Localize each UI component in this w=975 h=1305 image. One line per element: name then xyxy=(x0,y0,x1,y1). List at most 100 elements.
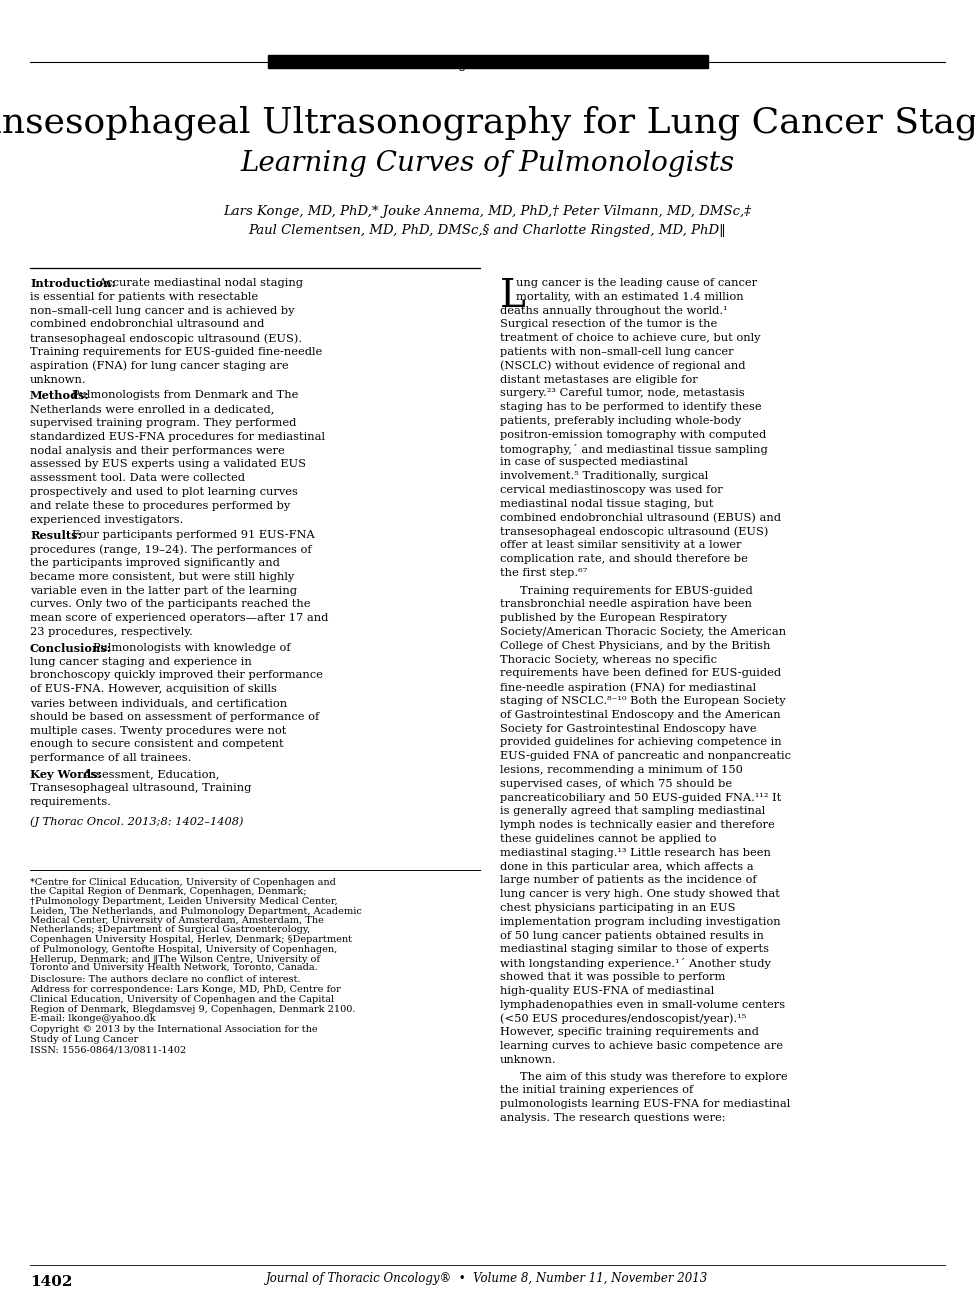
Text: deaths annually throughout the world.¹: deaths annually throughout the world.¹ xyxy=(500,305,727,316)
Text: surgery.²³ Careful tumor, node, metastasis: surgery.²³ Careful tumor, node, metastas… xyxy=(500,389,745,398)
Text: Conclusions:: Conclusions: xyxy=(30,643,112,654)
Text: requirements have been defined for EUS-guided: requirements have been defined for EUS-g… xyxy=(500,668,781,679)
Text: Introduction:: Introduction: xyxy=(30,278,116,288)
Text: assessed by EUS experts using a validated EUS: assessed by EUS experts using a validate… xyxy=(30,459,306,470)
Text: supervised training program. They performed: supervised training program. They perfor… xyxy=(30,418,296,428)
Text: showed that it was possible to perform: showed that it was possible to perform xyxy=(500,972,725,981)
Text: Region of Denmark, Blegdamsvej 9, Copenhagen, Denmark 2100.: Region of Denmark, Blegdamsvej 9, Copenh… xyxy=(30,1005,356,1014)
Text: the first step.⁶⁷: the first step.⁶⁷ xyxy=(500,568,587,578)
Text: 1402: 1402 xyxy=(30,1275,72,1289)
Text: Netherlands were enrolled in a dedicated,: Netherlands were enrolled in a dedicated… xyxy=(30,405,274,414)
Text: aspiration (FNA) for lung cancer staging are: aspiration (FNA) for lung cancer staging… xyxy=(30,360,289,372)
Text: patients with non–small-cell lung cancer: patients with non–small-cell lung cancer xyxy=(500,347,733,358)
Text: fine-needle aspiration (FNA) for mediastinal: fine-needle aspiration (FNA) for mediast… xyxy=(500,683,757,693)
Text: Society/American Thoracic Society, the American: Society/American Thoracic Society, the A… xyxy=(500,626,786,637)
Text: Transesophageal Ultrasonography for Lung Cancer Staging: Transesophageal Ultrasonography for Lung… xyxy=(0,104,975,140)
Text: Training requirements for EUS-guided fine-needle: Training requirements for EUS-guided fin… xyxy=(30,347,323,358)
Text: pancreaticobiliary and 50 EUS-guided FNA.¹¹² It: pancreaticobiliary and 50 EUS-guided FNA… xyxy=(500,792,781,803)
Text: lesions, recommending a minimum of 150: lesions, recommending a minimum of 150 xyxy=(500,765,743,775)
Text: bronchoscopy quickly improved their performance: bronchoscopy quickly improved their perf… xyxy=(30,671,323,680)
Text: Assessment, Education,: Assessment, Education, xyxy=(83,769,220,779)
Text: Disclosure: The authors declare no conflict of interest.: Disclosure: The authors declare no confl… xyxy=(30,975,300,984)
Text: standardized EUS-FNA procedures for mediastinal: standardized EUS-FNA procedures for medi… xyxy=(30,432,325,442)
Text: these guidelines cannot be applied to: these guidelines cannot be applied to xyxy=(500,834,717,844)
Text: the participants improved significantly and: the participants improved significantly … xyxy=(30,559,280,568)
Text: requirements.: requirements. xyxy=(30,796,112,806)
Text: lymph nodes is technically easier and therefore: lymph nodes is technically easier and th… xyxy=(500,821,775,830)
Text: cervical mediastinoscopy was used for: cervical mediastinoscopy was used for xyxy=(500,485,722,495)
Text: Address for correspondence: Lars Konge, MD, PhD, Centre for: Address for correspondence: Lars Konge, … xyxy=(30,985,340,994)
Text: is essential for patients with resectable: is essential for patients with resectabl… xyxy=(30,292,258,301)
Text: 23 procedures, respectively.: 23 procedures, respectively. xyxy=(30,626,193,637)
Text: unknown.: unknown. xyxy=(500,1054,557,1065)
Text: staging has to be performed to identify these: staging has to be performed to identify … xyxy=(500,402,761,412)
Text: College of Chest Physicians, and by the British: College of Chest Physicians, and by the … xyxy=(500,641,770,651)
Text: in case of suspected mediastinal: in case of suspected mediastinal xyxy=(500,457,688,467)
Text: Original Article: Original Article xyxy=(438,57,536,70)
Text: Thoracic Society, whereas no specific: Thoracic Society, whereas no specific xyxy=(500,655,717,664)
Text: implementation program including investigation: implementation program including investi… xyxy=(500,917,781,927)
Text: Journal of Thoracic Oncology®  •  Volume 8, Number 11, November 2013: Journal of Thoracic Oncology® • Volume 8… xyxy=(266,1272,708,1285)
Text: supervised cases, of which 75 should be: supervised cases, of which 75 should be xyxy=(500,779,732,788)
Text: is generally agreed that sampling mediastinal: is generally agreed that sampling medias… xyxy=(500,806,765,817)
Text: Key Words:: Key Words: xyxy=(30,769,101,780)
Text: combined endobronchial ultrasound (EBUS) and: combined endobronchial ultrasound (EBUS)… xyxy=(500,513,781,523)
Text: experienced investigators.: experienced investigators. xyxy=(30,514,183,525)
Text: pulmonologists learning EUS-FNA for mediastinal: pulmonologists learning EUS-FNA for medi… xyxy=(500,1099,791,1109)
Text: Netherlands; ‡Department of Surgical Gastroenterology,: Netherlands; ‡Department of Surgical Gas… xyxy=(30,925,310,934)
Text: curves. Only two of the participants reached the: curves. Only two of the participants rea… xyxy=(30,599,310,609)
Text: Copenhagen University Hospital, Herlev, Denmark; §Department: Copenhagen University Hospital, Herlev, … xyxy=(30,934,352,944)
Text: performance of all trainees.: performance of all trainees. xyxy=(30,753,191,763)
Text: mediastinal nodal tissue staging, but: mediastinal nodal tissue staging, but xyxy=(500,499,714,509)
Text: variable even in the latter part of the learning: variable even in the latter part of the … xyxy=(30,586,297,595)
Text: distant metastases are eligible for: distant metastases are eligible for xyxy=(500,375,698,385)
Text: (NSCLC) without evidence of regional and: (NSCLC) without evidence of regional and xyxy=(500,360,746,372)
Text: done in this particular area, which affects a: done in this particular area, which affe… xyxy=(500,861,754,872)
Text: prospectively and used to plot learning curves: prospectively and used to plot learning … xyxy=(30,487,298,497)
Text: EUS-guided FNA of pancreatic and nonpancreatic: EUS-guided FNA of pancreatic and nonpanc… xyxy=(500,752,791,761)
Text: ISSN: 1556-0864/13/0811-1402: ISSN: 1556-0864/13/0811-1402 xyxy=(30,1045,186,1054)
Text: the Capital Region of Denmark, Copenhagen, Denmark;: the Capital Region of Denmark, Copenhage… xyxy=(30,887,306,897)
Text: L: L xyxy=(500,278,526,315)
Text: varies between individuals, and certification: varies between individuals, and certific… xyxy=(30,698,287,709)
Text: *Centre for Clinical Education, University of Copenhagen and: *Centre for Clinical Education, Universi… xyxy=(30,878,335,887)
Text: mediastinal staging similar to those of experts: mediastinal staging similar to those of … xyxy=(500,945,769,954)
Text: assessment tool. Data were collected: assessment tool. Data were collected xyxy=(30,474,245,483)
Text: lung cancer is very high. One study showed that: lung cancer is very high. One study show… xyxy=(500,889,780,899)
Text: Hellerup, Denmark; and ‖The Wilson Centre, University of: Hellerup, Denmark; and ‖The Wilson Centr… xyxy=(30,954,320,963)
Text: (<50 EUS procedures/endoscopist/year).¹⁵: (<50 EUS procedures/endoscopist/year).¹⁵ xyxy=(500,1014,747,1024)
Text: Toronto and University Health Network, Toronto, Canada.: Toronto and University Health Network, T… xyxy=(30,963,318,972)
Text: Clinical Education, University of Copenhagen and the Capital: Clinical Education, University of Copenh… xyxy=(30,994,334,1004)
Text: the initial training experiences of: the initial training experiences of xyxy=(500,1086,693,1095)
Text: Medical Center, University of Amsterdam, Amsterdam, The: Medical Center, University of Amsterdam,… xyxy=(30,916,324,925)
Text: nodal analysis and their performances were: nodal analysis and their performances we… xyxy=(30,445,285,455)
Text: mortality, with an estimated 1.4 million: mortality, with an estimated 1.4 million xyxy=(516,292,744,301)
Text: learning curves to achieve basic competence are: learning curves to achieve basic compete… xyxy=(500,1041,783,1051)
Text: Accurate mediastinal nodal staging: Accurate mediastinal nodal staging xyxy=(98,278,302,288)
Text: (J Thorac Oncol. 2013;8: 1402–1408): (J Thorac Oncol. 2013;8: 1402–1408) xyxy=(30,817,244,827)
Text: positron-emission tomography with computed: positron-emission tomography with comput… xyxy=(500,429,766,440)
Text: multiple cases. Twenty procedures were not: multiple cases. Twenty procedures were n… xyxy=(30,726,287,736)
Text: Study of Lung Cancer: Study of Lung Cancer xyxy=(30,1035,138,1044)
Text: transesophageal endoscopic ultrasound (EUS): transesophageal endoscopic ultrasound (E… xyxy=(500,526,768,536)
Text: combined endobronchial ultrasound and: combined endobronchial ultrasound and xyxy=(30,320,264,329)
Text: treatment of choice to achieve cure, but only: treatment of choice to achieve cure, but… xyxy=(500,333,760,343)
Text: transesophageal endoscopic ultrasound (EUS).: transesophageal endoscopic ultrasound (E… xyxy=(30,333,302,343)
Text: Surgical resection of the tumor is the: Surgical resection of the tumor is the xyxy=(500,320,718,329)
Text: Learning Curves of Pulmonologists: Learning Curves of Pulmonologists xyxy=(240,150,734,177)
Text: lung cancer staging and experience in: lung cancer staging and experience in xyxy=(30,656,252,667)
Text: Results:: Results: xyxy=(30,530,82,542)
Text: Pulmonologists from Denmark and The: Pulmonologists from Denmark and The xyxy=(72,390,298,401)
Text: However, specific training requirements and: However, specific training requirements … xyxy=(500,1027,759,1037)
Text: Copyright © 2013 by the International Association for the: Copyright © 2013 by the International As… xyxy=(30,1024,318,1034)
Text: large number of patients as the incidence of: large number of patients as the incidenc… xyxy=(500,876,757,885)
Text: mean score of experienced operators—after 17 and: mean score of experienced operators—afte… xyxy=(30,613,329,624)
Bar xyxy=(268,55,708,68)
Text: procedures (range, 19–24). The performances of: procedures (range, 19–24). The performan… xyxy=(30,544,312,555)
Text: became more consistent, but were still highly: became more consistent, but were still h… xyxy=(30,572,294,582)
Text: with longstanding experience.¹´ Another study: with longstanding experience.¹´ Another … xyxy=(500,958,771,970)
Text: Society for Gastrointestinal Endoscopy have: Society for Gastrointestinal Endoscopy h… xyxy=(500,723,757,733)
Text: analysis. The research questions were:: analysis. The research questions were: xyxy=(500,1113,725,1124)
Text: complication rate, and should therefore be: complication rate, and should therefore … xyxy=(500,555,748,564)
Text: high-quality EUS-FNA of mediastinal: high-quality EUS-FNA of mediastinal xyxy=(500,985,715,996)
